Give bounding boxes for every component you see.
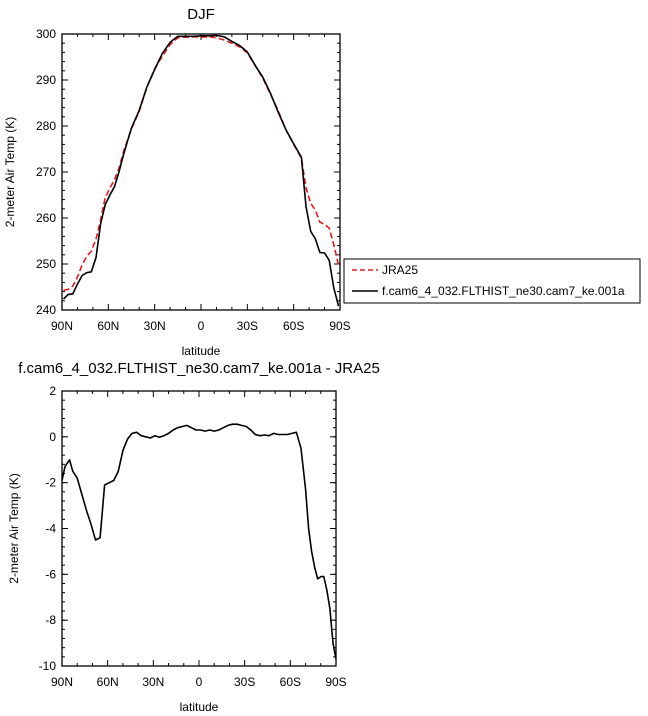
y-tick-label: 240: [36, 303, 56, 317]
legend-label-jra25: JRA25: [382, 263, 418, 277]
y-tick-label: 280: [36, 119, 56, 133]
x-tick-label: 30S: [237, 319, 258, 333]
x-tick-label: 90N: [51, 319, 73, 333]
y-tick-label: 270: [36, 165, 56, 179]
x-tick-label: 30S: [234, 675, 255, 689]
x-tick-label: 60N: [97, 675, 119, 689]
x-axis-title-bottom: latitude: [180, 700, 219, 714]
y-tick-label: -6: [45, 567, 56, 581]
y-tick-label: -2: [45, 476, 56, 490]
x-tick-label: 60S: [280, 675, 301, 689]
series-lines-top: [62, 34, 340, 307]
x-tick-label: 0: [196, 675, 203, 689]
series-line-jra25: [63, 36, 340, 291]
series-line-difference: [61, 423, 337, 660]
x-tick-label: 90N: [51, 675, 73, 689]
x-tick-label: 30N: [144, 319, 166, 333]
x-tick-label: 60S: [283, 319, 304, 333]
y-tick-label: -8: [45, 613, 56, 627]
y-tick-label: 260: [36, 211, 56, 225]
y-tick-label: 0: [49, 430, 56, 444]
panel-top: DJF 2-meter Air Temp (K) latitude 90N 60N…: [3, 6, 351, 358]
legend-box: [343, 258, 641, 304]
legend: JRA25 f.cam6_4_032.FLTHIST_ne30.cam7_ke.…: [343, 258, 641, 304]
x-tick-label: 30N: [142, 675, 164, 689]
chart-title-bottom: f.cam6_4_032.FLTHIST_ne30.cam7_ke.001a -…: [18, 360, 380, 377]
chart-title-top: DJF: [187, 6, 215, 23]
y-axis-title-top: 2-meter Air Temp (K): [3, 117, 17, 227]
ticks-bottom: 90N 60N 30N 0 30S 60S 90S -10 -8 -6 -4 -2 0 2: [39, 384, 347, 689]
y-tick-label: -10: [39, 659, 57, 673]
plot-frame-bottom: [61, 390, 337, 667]
x-tick-label: 0: [198, 319, 205, 333]
series-lines-bottom: [61, 423, 337, 660]
y-tick-label: 300: [36, 27, 56, 41]
legend-label-model: f.cam6_4_032.FLTHIST_ne30.cam7_ke.001a: [382, 284, 625, 298]
x-tick-label: 90S: [329, 319, 350, 333]
y-axis-title-bottom: 2-meter Air Temp (K): [7, 473, 21, 583]
y-tick-label: 2: [49, 384, 56, 398]
plot-frame-top: [61, 33, 341, 311]
panel-bottom: f.cam6_4_032.FLTHIST_ne30.cam7_ke.001a -…: [7, 360, 380, 714]
y-tick-label: 290: [36, 73, 56, 87]
x-tick-label: 60N: [97, 319, 119, 333]
series-line-f-cam6-4-032-flthist-ne30-cam7-ke-001a: [62, 34, 340, 307]
x-tick-label: 90S: [325, 675, 346, 689]
y-tick-label: -4: [45, 522, 56, 536]
y-tick-label: 250: [36, 257, 56, 271]
x-axis-title-top: latitude: [182, 344, 221, 358]
